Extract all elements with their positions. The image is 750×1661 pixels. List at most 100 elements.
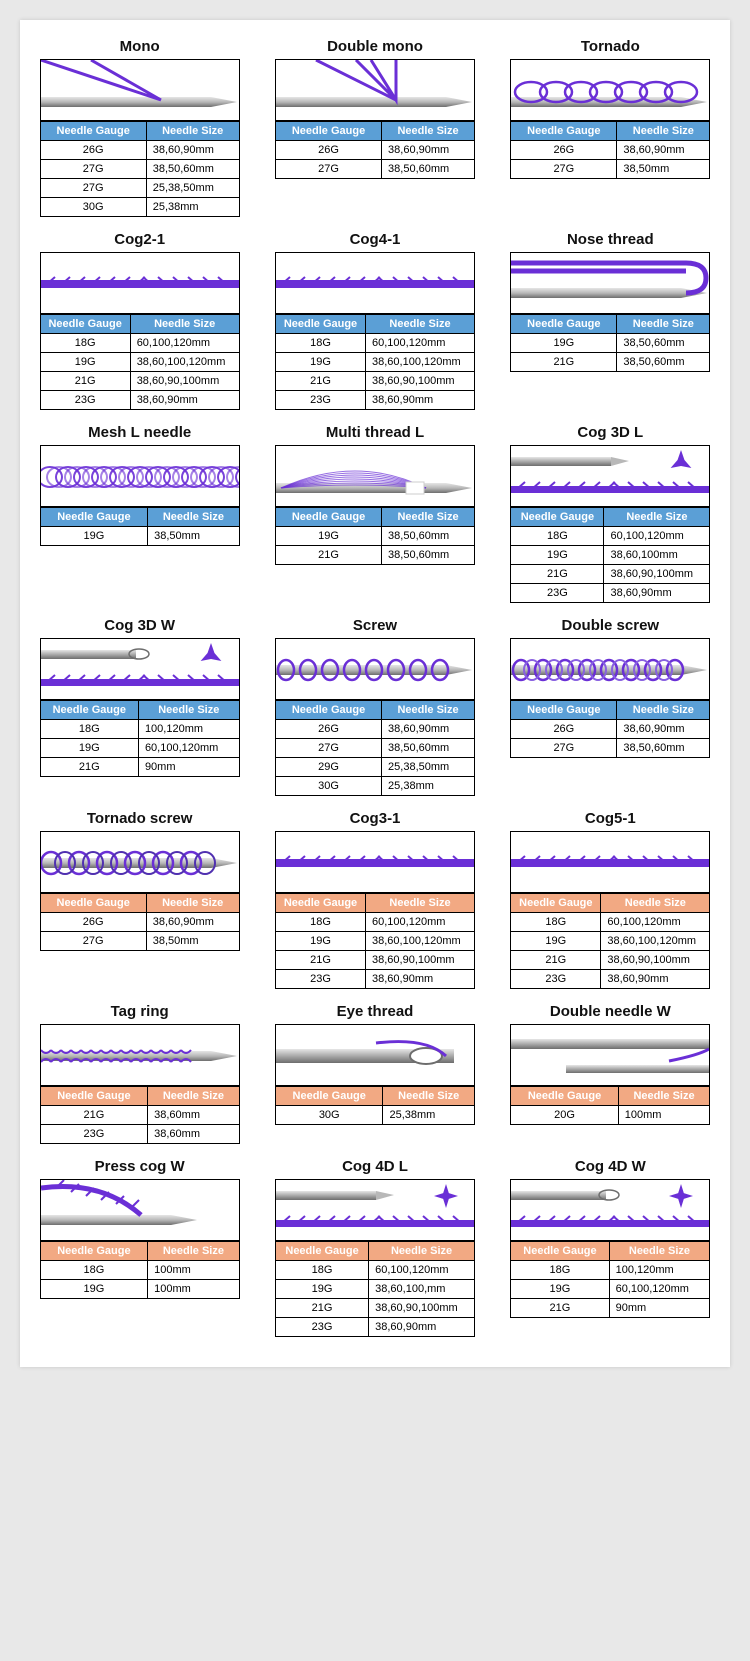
size-cell: 38,60,90mm (601, 970, 710, 989)
card-title: Press cog W (95, 1158, 185, 1175)
table-row: 21G38,60,90,100mm (511, 951, 710, 970)
table-row: 21G38,50,60mm (511, 353, 710, 372)
col-size-header: Needle Size (604, 508, 710, 527)
thread-illustration (40, 59, 240, 121)
col-gauge-header: Needle Gauge (511, 701, 617, 720)
table-header-row: Needle Gauge Needle Size (40, 701, 239, 720)
spec-table: Needle Gauge Needle Size 26G38,60,90mm27… (40, 893, 240, 951)
thread-illustration (40, 638, 240, 700)
table-row: 19G100mm (40, 1280, 239, 1299)
card-title: Mesh L needle (88, 424, 191, 441)
table-row: 26G38,60,90mm (275, 720, 474, 739)
table-header-row: Needle Gauge Needle Size (275, 894, 474, 913)
gauge-cell: 27G (275, 160, 381, 179)
size-cell: 38,60,100mm (604, 546, 710, 565)
table-row: 19G60,100,120mm (511, 1280, 710, 1299)
thread-illustration (40, 831, 240, 893)
table-row: 21G90mm (511, 1299, 710, 1318)
gauge-cell: 18G (511, 913, 601, 932)
col-gauge-header: Needle Gauge (511, 122, 617, 141)
col-size-header: Needle Size (146, 122, 239, 141)
col-size-header: Needle Size (382, 701, 475, 720)
table-row: 21G90mm (40, 758, 239, 777)
product-card: Double mono Needle Gauge Needle Size 26G… (267, 38, 482, 179)
spec-table: Needle Gauge Needle Size 18G60,100,120mm… (275, 314, 475, 410)
col-size-header: Needle Size (146, 894, 239, 913)
thread-illustration (510, 59, 710, 121)
size-cell: 25,38mm (383, 1106, 475, 1125)
table-row: 23G38,60,90mm (275, 970, 474, 989)
size-cell: 60,100,120mm (604, 527, 710, 546)
table-header-row: Needle Gauge Needle Size (511, 122, 710, 141)
gauge-cell: 30G (275, 1106, 382, 1125)
size-cell: 100,120mm (138, 720, 239, 739)
gauge-cell: 19G (275, 1280, 368, 1299)
card-title: Eye thread (337, 1003, 414, 1020)
table-row: 19G60,100,120mm (40, 739, 239, 758)
size-cell: 38,60,90,100mm (366, 372, 475, 391)
gauge-cell: 21G (40, 1106, 147, 1125)
spec-table: Needle Gauge Needle Size 26G38,60,90mm27… (275, 700, 475, 796)
col-size-header: Needle Size (382, 508, 475, 527)
spec-table: Needle Gauge Needle Size 18G60,100,120mm… (510, 893, 710, 989)
col-size-header: Needle Size (383, 1087, 475, 1106)
size-cell: 38,60,100,mm (369, 1280, 475, 1299)
col-size-header: Needle Size (148, 1087, 240, 1106)
product-card: Tornado Needle Gauge Needle Size 26G38,6… (503, 38, 718, 179)
size-cell: 25,38,50mm (146, 179, 239, 198)
size-cell: 25,38mm (146, 198, 239, 217)
product-card: Cog 3D W Needle Gauge Needle Size 18G100… (32, 617, 247, 777)
gauge-cell: 23G (511, 970, 601, 989)
product-card: Cog 4D L Needle Gauge Needle Size 18G60,… (267, 1158, 482, 1337)
card-title: Cog 3D L (577, 424, 643, 441)
table-row: 27G38,50,60mm (511, 739, 710, 758)
table-row: 21G38,60,90,100mm (275, 951, 474, 970)
gauge-cell: 18G (275, 913, 365, 932)
card-title: Double screw (562, 617, 660, 634)
col-gauge-header: Needle Gauge (40, 508, 147, 527)
thread-illustration (40, 1024, 240, 1086)
gauge-cell: 21G (275, 951, 365, 970)
gauge-cell: 26G (40, 141, 146, 160)
gauge-cell: 29G (275, 758, 381, 777)
table-header-row: Needle Gauge Needle Size (40, 122, 239, 141)
card-title: Cog 4D W (575, 1158, 646, 1175)
table-row: 27G38,50,60mm (275, 739, 474, 758)
spec-table: Needle Gauge Needle Size 21G38,60mm23G38… (40, 1086, 240, 1144)
product-card: Double screw Needle Gauge Needle Size 26… (503, 617, 718, 758)
size-cell: 38,60,90,100mm (366, 951, 475, 970)
cards-grid: Mono Needle Gauge Needle Size 26G38,60,9… (32, 38, 718, 1337)
thread-illustration (510, 445, 710, 507)
product-card: Cog 4D W Needle Gauge Needle Size 18G100… (503, 1158, 718, 1318)
gauge-cell: 21G (275, 1299, 368, 1318)
spec-table: Needle Gauge Needle Size 18G100,120mm19G… (40, 700, 240, 777)
spec-table: Needle Gauge Needle Size 18G60,100,120mm… (275, 893, 475, 989)
size-cell: 38,60,100,120mm (366, 932, 475, 951)
product-card: Nose thread Needle Gauge Needle Size 19G… (503, 231, 718, 372)
table-row: 18G60,100,120mm (511, 527, 710, 546)
size-cell: 100mm (148, 1261, 240, 1280)
gauge-cell: 27G (275, 739, 381, 758)
gauge-cell: 27G (40, 160, 146, 179)
gauge-cell: 23G (275, 1318, 368, 1337)
size-cell: 38,60,90mm (366, 391, 475, 410)
table-row: 23G38,60,90mm (511, 970, 710, 989)
gauge-cell: 23G (511, 584, 604, 603)
gauge-cell: 18G (275, 334, 365, 353)
gauge-cell: 18G (40, 334, 130, 353)
col-gauge-header: Needle Gauge (40, 315, 130, 334)
product-card: Cog5-1 Needle Gauge Needle Size 18G60,10… (503, 810, 718, 989)
size-cell: 90mm (609, 1299, 710, 1318)
spec-table: Needle Gauge Needle Size 18G100,120mm19G… (510, 1241, 710, 1318)
col-gauge-header: Needle Gauge (40, 122, 146, 141)
col-size-header: Needle Size (609, 1242, 710, 1261)
spec-table: Needle Gauge Needle Size 19G38,50mm (40, 507, 240, 546)
size-cell: 38,50,60mm (382, 546, 475, 565)
thread-illustration (510, 638, 710, 700)
spec-table: Needle Gauge Needle Size 18G60,100,120mm… (510, 507, 710, 603)
col-gauge-header: Needle Gauge (511, 1087, 618, 1106)
size-cell: 38,60,90mm (366, 970, 475, 989)
size-cell: 38,60,90mm (382, 720, 475, 739)
gauge-cell: 23G (275, 970, 365, 989)
gauge-cell: 30G (40, 198, 146, 217)
